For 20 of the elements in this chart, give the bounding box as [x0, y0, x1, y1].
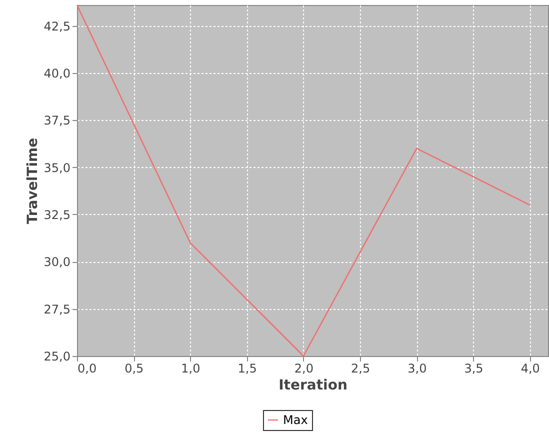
x-tick-label: 3,0 [408, 362, 427, 376]
legend-label: Max [283, 413, 308, 427]
x-tick-label: 3,5 [464, 362, 484, 376]
x-tick-label: 1,5 [238, 362, 257, 376]
y-tick-label: 40,0 [44, 66, 70, 80]
y-tick-label: 42,5 [44, 19, 70, 34]
x-tick-label: 1,0 [181, 362, 200, 376]
x-tick-label: 0,0 [78, 362, 97, 376]
y-tick-label: 30,0 [44, 255, 70, 270]
y-tick-label: 32,5 [44, 208, 70, 222]
y-axis-title: TravelTime [24, 138, 41, 224]
y-tick-label: 27,5 [44, 302, 70, 316]
x-tick-label: 2,0 [294, 362, 314, 376]
x-tick-label: 2,5 [351, 362, 370, 376]
x-tick-label: 4,0 [520, 362, 540, 376]
x-tick-label: 0,5 [124, 362, 144, 376]
y-tick-label: 25,0 [44, 350, 70, 364]
y-tick-label: 37,5 [44, 114, 70, 128]
x-axis-title: Iteration [278, 378, 348, 394]
y-tick-label: 35,0 [44, 160, 70, 175]
